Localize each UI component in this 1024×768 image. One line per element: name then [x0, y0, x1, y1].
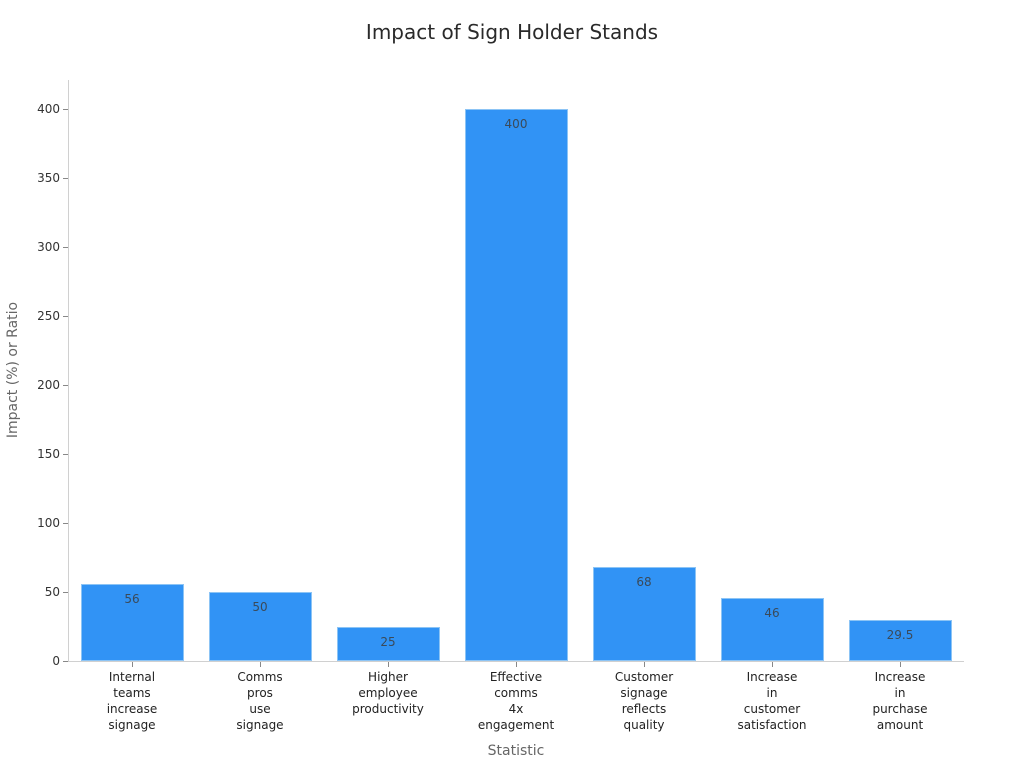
y-tick: 0	[0, 654, 68, 668]
y-tick-label: 50	[44, 585, 60, 599]
y-tick-label: 0	[52, 654, 60, 668]
bar: 29.5	[848, 620, 952, 661]
bar-value-label: 46	[764, 605, 780, 620]
y-tick: 350	[0, 171, 68, 185]
x-tick-label-line: 4x	[508, 702, 524, 716]
x-axis-line	[68, 661, 964, 662]
bar-value-label: 56	[124, 591, 140, 606]
x-tick-label-line: use	[249, 702, 271, 716]
x-tick-label-line: Higher	[368, 670, 408, 684]
x-tick-label-line: quality	[623, 718, 665, 732]
y-tick-label: 150	[37, 447, 60, 461]
y-tick: 400	[0, 102, 68, 116]
y-tick: 100	[0, 516, 68, 530]
x-tick-label: Comms pros use signage	[200, 669, 320, 733]
y-tick: 150	[0, 447, 68, 461]
y-tick-label: 250	[37, 309, 60, 323]
y-tick-label: 200	[37, 378, 60, 392]
y-tick-mark	[63, 661, 68, 662]
bar-value-label: 25	[380, 634, 396, 649]
x-tick-mark	[388, 662, 389, 667]
x-tick-label: Higher employee productivity	[328, 669, 448, 717]
bar: 68	[592, 567, 696, 661]
y-axis-line	[68, 80, 69, 662]
y-tick-mark	[63, 523, 68, 524]
bar-value-label: 400	[504, 117, 528, 131]
x-tick-label-line: Customer	[614, 670, 674, 684]
x-tick-label-line: productivity	[352, 702, 424, 716]
y-tick: 200	[0, 378, 68, 392]
y-tick-label: 100	[37, 516, 60, 530]
x-tick-mark	[900, 662, 901, 667]
x-tick-label-line: satisfaction	[737, 718, 807, 732]
x-tick-label-line: in	[894, 686, 906, 700]
x-tick-label: Customer signage reflects quality	[584, 669, 704, 733]
y-tick-mark	[63, 109, 68, 110]
x-tick-label: Internal teams increase signage	[72, 669, 192, 733]
x-axis-label: Statistic	[487, 743, 545, 759]
x-tick-label-line: engagement	[477, 718, 555, 732]
x-tick-label-line: employee	[358, 686, 418, 700]
x-tick-label-line: increase	[106, 702, 158, 716]
y-tick-mark	[63, 454, 68, 455]
bar: 50	[208, 592, 312, 661]
x-tick-label-line: teams	[113, 686, 151, 700]
x-tick-label-line: pros	[247, 686, 273, 700]
y-tick-label: 350	[37, 171, 60, 185]
x-tick-mark	[644, 662, 645, 667]
bar: 56	[80, 583, 184, 661]
x-tick-label-line: signage	[108, 718, 156, 732]
bar: 25	[336, 626, 440, 661]
bar-value-label: 68	[636, 575, 652, 590]
x-tick-mark	[132, 662, 133, 667]
x-tick-label-line: reflects	[621, 702, 667, 716]
x-tick-label: Effective comms 4x engagement	[456, 669, 576, 733]
x-tick-label: Increase in purchase amount	[840, 669, 960, 733]
y-tick-label: 300	[37, 240, 60, 254]
y-tick-label: 400	[37, 102, 60, 116]
x-tick-label-line: signage	[620, 686, 668, 700]
y-tick-mark	[63, 247, 68, 248]
x-tick-label-line: Internal	[108, 670, 156, 684]
y-tick-mark	[63, 316, 68, 317]
bar: 46	[720, 597, 824, 661]
bar: 400	[464, 109, 568, 661]
x-tick-label-line: Comms	[237, 670, 283, 684]
x-tick-label-line: signage	[236, 718, 284, 732]
x-tick-label-line: Effective	[489, 670, 543, 684]
x-tick-label-line: Increase	[746, 670, 798, 684]
x-tick-label-line: amount	[876, 718, 924, 732]
x-tick-mark	[260, 662, 261, 667]
chart-title: Impact of Sign Holder Stands	[365, 20, 659, 44]
x-tick-mark	[516, 662, 517, 667]
x-tick-label-line: comms	[494, 686, 538, 700]
bar-value-label: 29.5	[886, 628, 914, 643]
x-tick-label-line: purchase	[872, 702, 928, 716]
bar-value-label: 50	[252, 600, 268, 614]
y-tick-mark	[63, 592, 68, 593]
x-tick-mark	[772, 662, 773, 667]
x-tick-label: Increase in customer satisfaction	[712, 669, 832, 733]
x-tick-label-line: in	[766, 686, 778, 700]
x-tick-label-line: customer	[743, 702, 801, 716]
y-tick: 50	[0, 585, 68, 599]
y-tick-mark	[63, 178, 68, 179]
y-tick-mark	[63, 385, 68, 386]
y-tick: 250	[0, 309, 68, 323]
y-tick: 300	[0, 240, 68, 254]
x-tick-label-line: Increase	[874, 670, 926, 684]
